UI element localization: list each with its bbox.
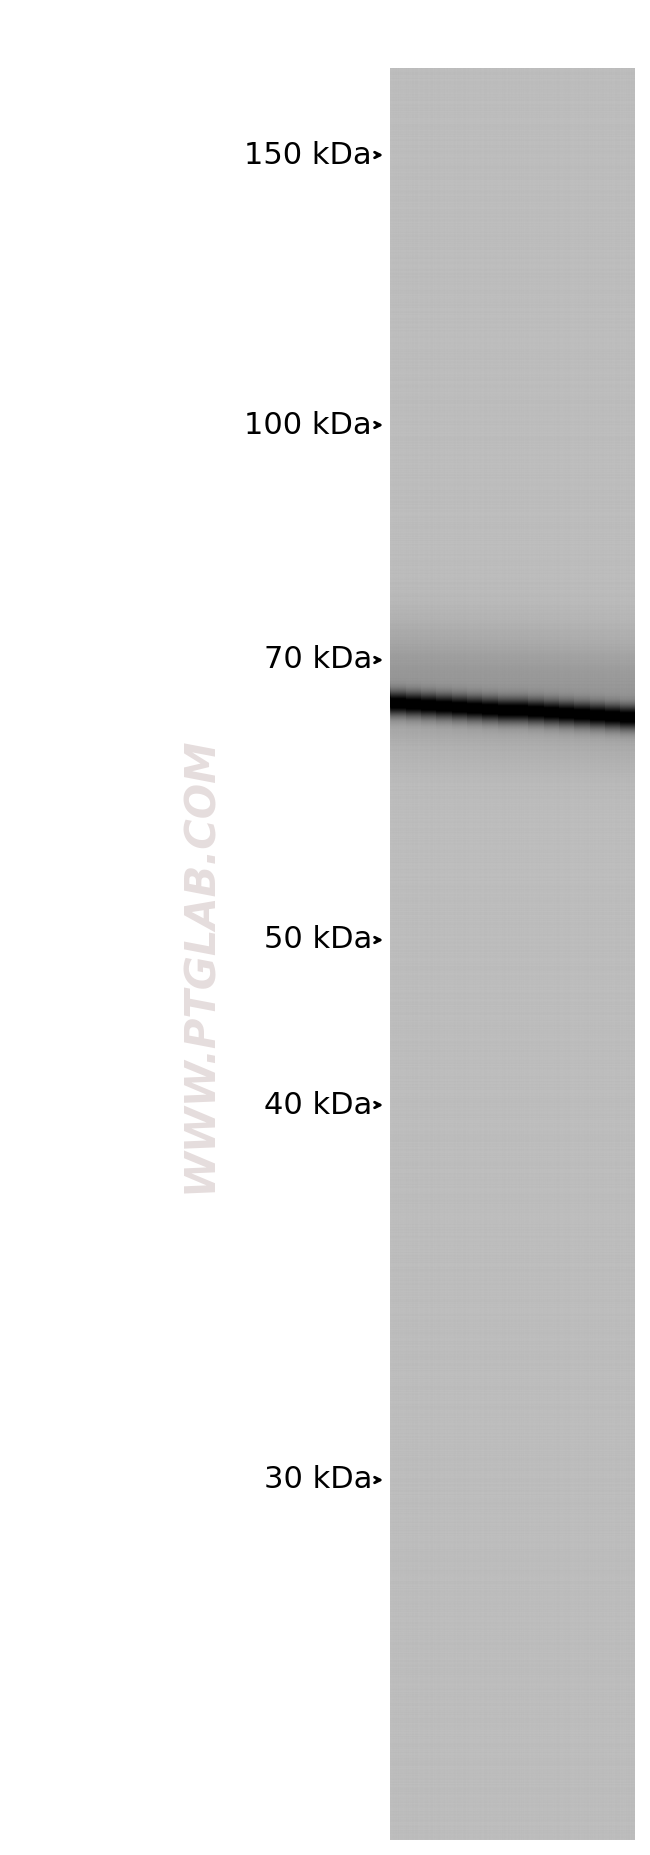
Text: 100 kDa: 100 kDa: [244, 410, 372, 440]
Text: 40 kDa: 40 kDa: [264, 1091, 372, 1120]
Text: 50 kDa: 50 kDa: [264, 926, 372, 955]
Text: 150 kDa: 150 kDa: [244, 141, 372, 169]
Text: 30 kDa: 30 kDa: [264, 1465, 372, 1495]
Text: WWW.PTGLAB.COM: WWW.PTGLAB.COM: [179, 736, 221, 1193]
Text: 70 kDa: 70 kDa: [264, 646, 372, 675]
